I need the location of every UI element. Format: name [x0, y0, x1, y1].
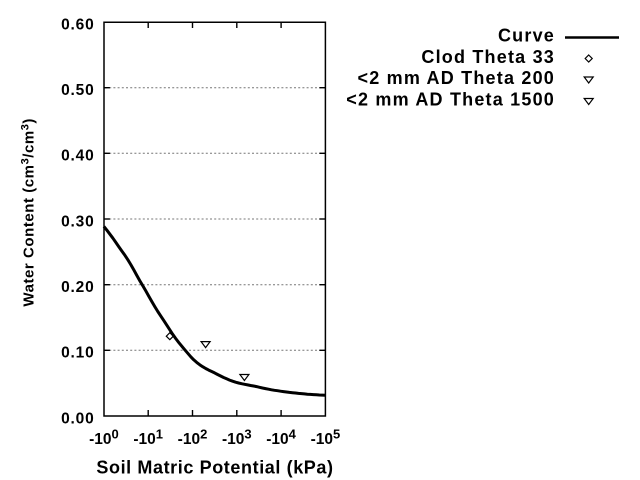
svg-text:0.00: 0.00: [61, 410, 94, 427]
svg-text:Curve: Curve: [498, 26, 555, 46]
svg-text:-103: -103: [222, 427, 252, 449]
svg-text:-105: -105: [311, 427, 341, 449]
svg-text:0.30: 0.30: [61, 213, 94, 230]
svg-text:Soil Matric Potential (kPa): Soil Matric Potential (kPa): [96, 458, 333, 478]
svg-text:-101: -101: [133, 427, 163, 449]
svg-text:0.50: 0.50: [61, 82, 94, 99]
svg-text:-100: -100: [89, 427, 119, 449]
svg-text:<2 mm AD Theta 1500: <2 mm AD Theta 1500: [346, 89, 555, 109]
svg-text:0.60: 0.60: [61, 16, 94, 33]
svg-text:-102: -102: [178, 427, 208, 449]
svg-text:0.20: 0.20: [61, 279, 94, 296]
svg-text:0.40: 0.40: [61, 148, 94, 165]
svg-text:Water Content (cm3/cm3): Water Content (cm3/cm3): [20, 118, 38, 307]
svg-text:<2 mm AD Theta 200: <2 mm AD Theta 200: [357, 68, 555, 88]
svg-text:Clod Theta 33: Clod Theta 33: [421, 47, 555, 67]
svg-text:0.10: 0.10: [61, 345, 94, 362]
